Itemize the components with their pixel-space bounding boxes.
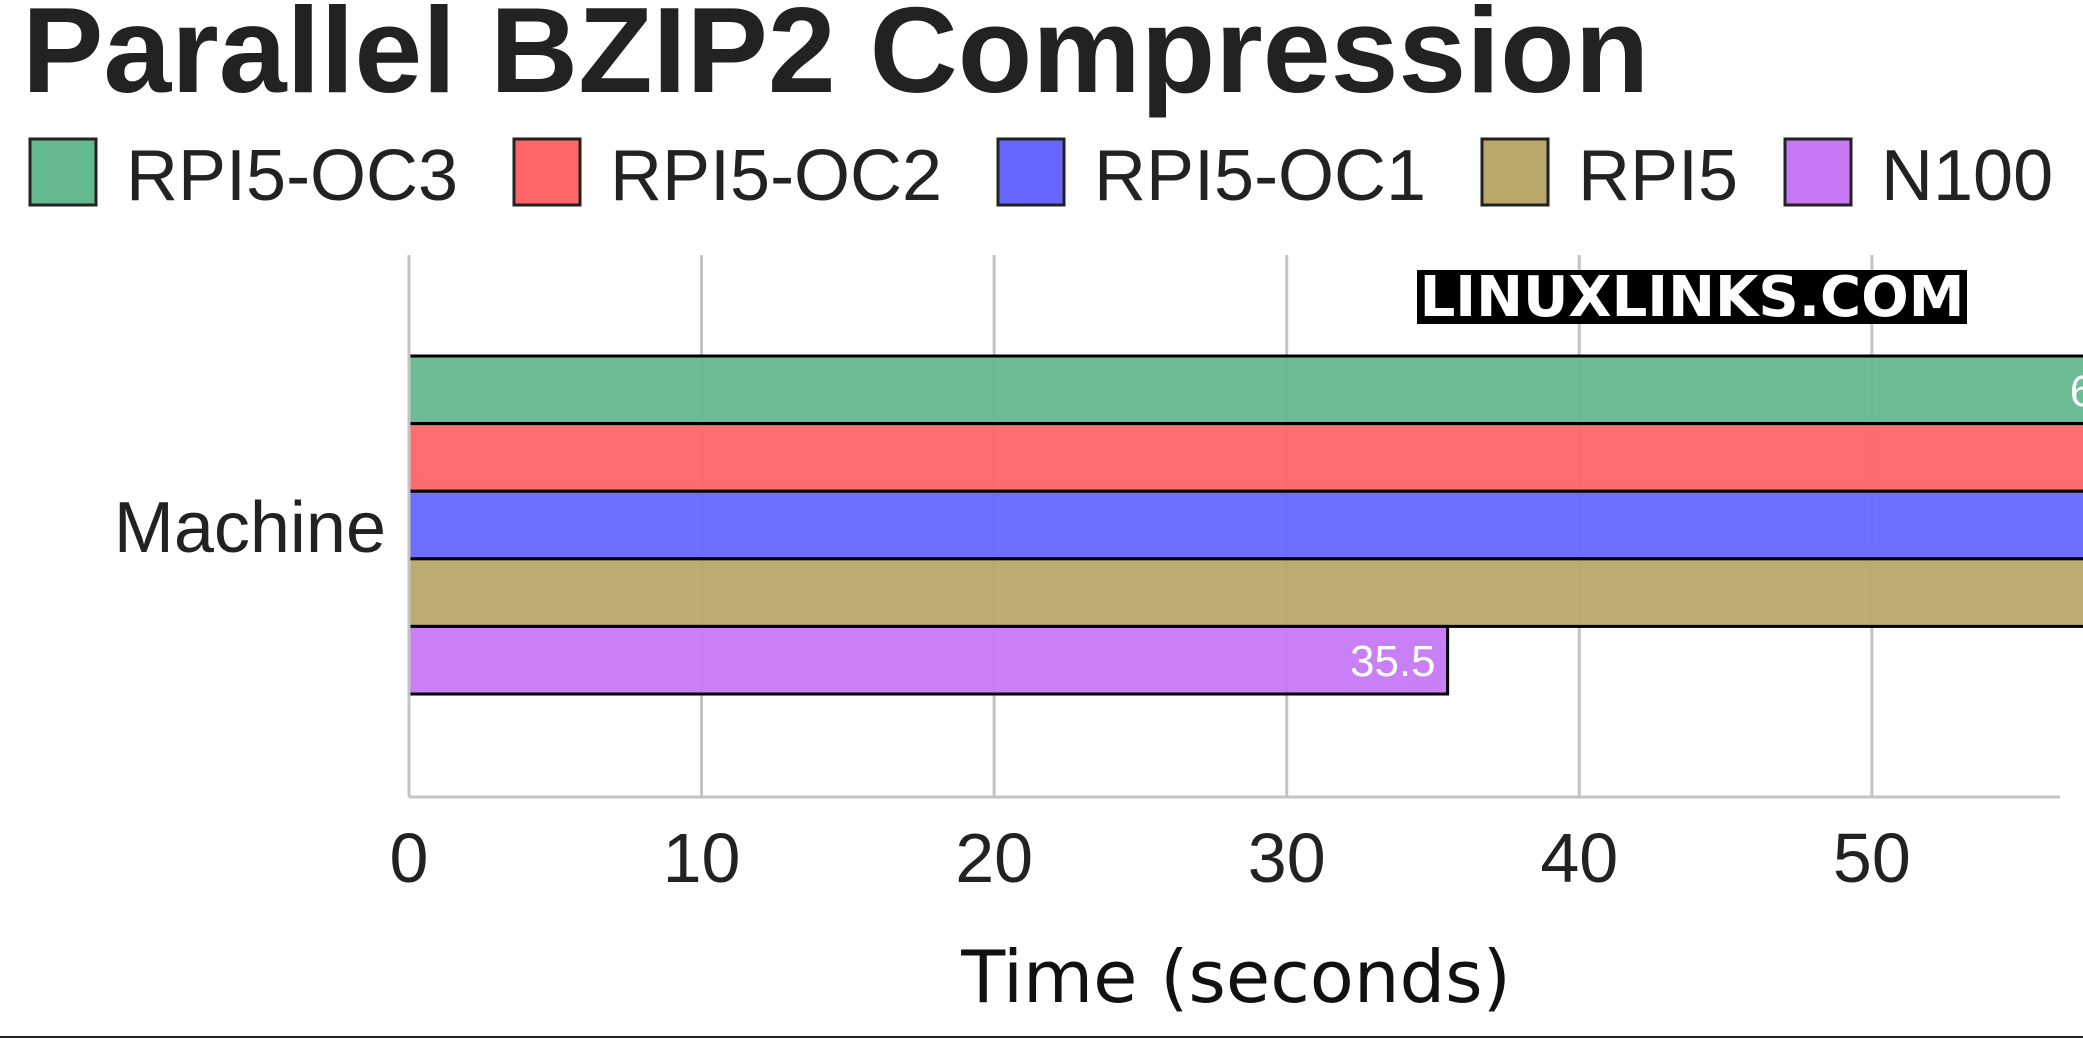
legend-swatch	[512, 137, 582, 207]
bar-value-label: 60.1	[2070, 367, 2083, 416]
watermark: LINUXLINKS.COM	[1417, 265, 1967, 330]
bar	[407, 354, 2083, 426]
x-tick-label: 30	[1248, 819, 1326, 897]
x-tick-label: 40	[1540, 819, 1618, 897]
legend-label: N100	[1881, 136, 2053, 216]
x-tick-label: 0	[390, 819, 429, 897]
chart-title: Parallel BZIP2 Compression	[22, 0, 1649, 118]
legend-label: RPI5-OC2	[610, 136, 942, 216]
legend-label: RPI5	[1578, 136, 1738, 216]
legend-swatch	[1480, 137, 1550, 207]
watermark-text: LINUXLINKS.COM	[1420, 265, 1965, 330]
bars: 60.162.965.467.535.5	[407, 354, 2083, 696]
x-axis-title: Time (seconds)	[960, 935, 1511, 1019]
legend: RPI5-OC3 RPI5-OC2 RPI5-OC1 RPI5 N100	[28, 136, 2053, 216]
legend-swatch	[996, 137, 1066, 207]
bar	[407, 489, 2083, 561]
x-tick-label: 20	[955, 819, 1033, 897]
x-tick-label: 50	[1833, 819, 1911, 897]
category-label: Machine	[114, 488, 386, 568]
legend-swatch	[28, 137, 98, 207]
watermark-background	[1417, 270, 1967, 324]
legend-label: RPI5-OC3	[126, 136, 458, 216]
bar-value-label: 35.5	[1350, 637, 1436, 686]
bar	[407, 422, 2083, 493]
legend-label: RPI5-OC1	[1094, 136, 1426, 216]
bar	[407, 624, 1450, 696]
axes: 010203040506070Machine	[114, 255, 2060, 897]
bar	[407, 557, 2083, 628]
x-tick-label: 10	[663, 819, 741, 897]
legend-swatch	[1783, 137, 1853, 207]
